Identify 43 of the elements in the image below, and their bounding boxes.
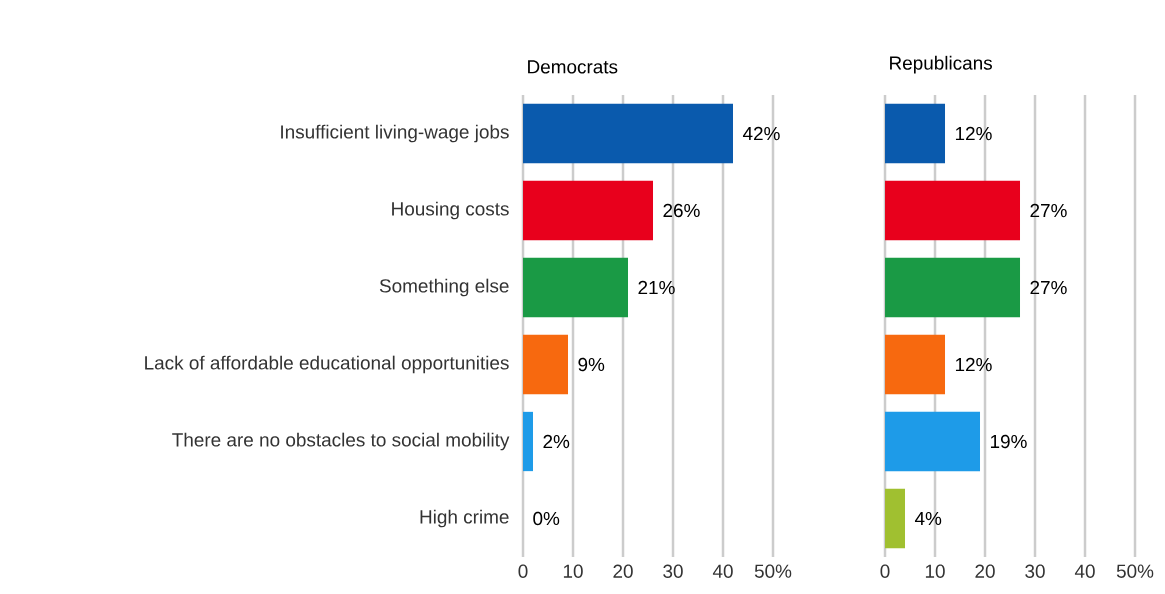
data-label: 21% — [638, 280, 675, 295]
x-tick-label: 50% — [1116, 564, 1154, 578]
data-label: 9% — [578, 357, 605, 372]
chart-title: Republicans — [890, 55, 992, 74]
bar — [885, 180, 1021, 241]
y-tick-label: High crime — [420, 509, 509, 528]
data-label: 26% — [663, 203, 700, 218]
bar — [885, 103, 946, 164]
bar — [885, 257, 1021, 318]
bar — [885, 411, 981, 472]
y-tick-label: Housing costs — [392, 201, 509, 220]
y-tick-label: Something else — [379, 278, 509, 297]
y-tick-label: Insufficient living-wage jobs — [281, 124, 509, 143]
bar — [523, 103, 733, 164]
bar — [523, 257, 628, 318]
x-tick-label: 10 — [925, 564, 945, 578]
x-tick-label: 50% — [754, 564, 792, 578]
data-label: 19% — [990, 434, 1027, 449]
data-label: 27% — [1030, 203, 1067, 218]
x-tick-label: 20 — [975, 564, 995, 578]
x-tick-label: 40 — [712, 564, 733, 578]
x-tick-label: 40 — [1074, 564, 1095, 578]
data-label: 12% — [955, 126, 992, 141]
bar — [523, 334, 569, 395]
data-label: 42% — [742, 126, 780, 141]
y-tick-label: Lack of affordable educational opportunities — [145, 355, 509, 374]
y-tick-label: There are no obstacles to social mobility — [172, 432, 510, 451]
x-tick-label: 0 — [880, 564, 890, 578]
bar — [885, 488, 906, 549]
bar — [523, 411, 534, 472]
x-tick-label: 30 — [663, 564, 683, 578]
data-label: 4% — [914, 511, 942, 526]
data-label: 0% — [533, 511, 560, 526]
chart-title: Democrats — [528, 60, 618, 74]
x-tick-label: 0 — [518, 564, 528, 578]
bar — [885, 334, 946, 395]
x-tick-label: 20 — [613, 564, 633, 578]
x-tick-label: 10 — [563, 564, 583, 578]
bar — [523, 180, 653, 241]
data-label: 2% — [543, 434, 570, 449]
data-label: 12% — [955, 357, 992, 372]
data-label: 27% — [1030, 280, 1067, 295]
x-tick-label: 30 — [1025, 564, 1045, 578]
